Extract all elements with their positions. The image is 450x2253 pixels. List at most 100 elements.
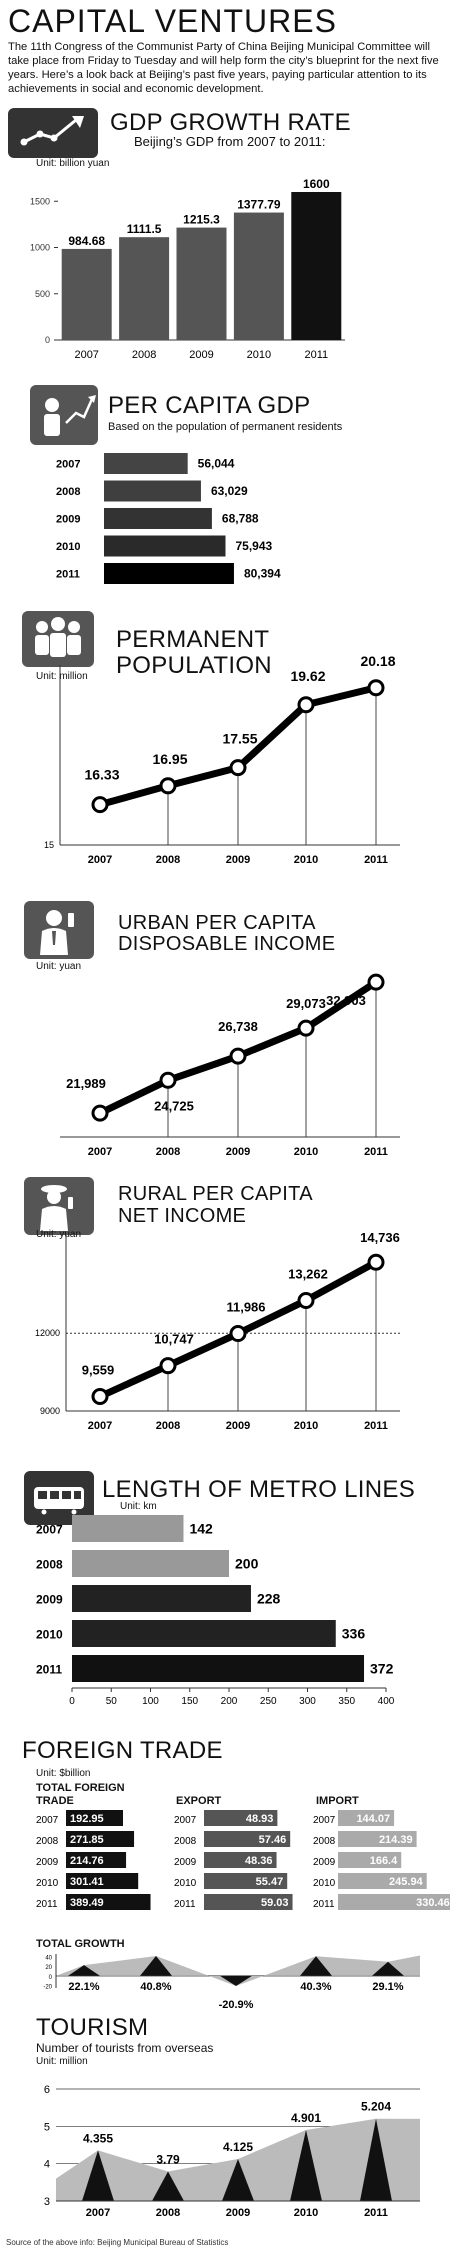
tourism-chart: 3 4 5 6 4.355 2007 3.79 2008 4.125 2009 4.901 2010 5… <box>44 2084 420 2219</box>
trade-import-value: 214.39 <box>379 1834 413 1846</box>
percap-year-label: 2008 <box>56 486 80 498</box>
c-urban-point <box>367 973 385 991</box>
gdp-chart: 0 500 1000 1500 984.68 2007 1111.5 2008 1215.3 20… <box>30 177 345 361</box>
gdp-xtick: 2009 <box>189 349 213 361</box>
trade-total-value: 301.41 <box>70 1876 104 1888</box>
trade-total-value: 271.85 <box>70 1834 104 1846</box>
c-rural-xtick: 2007 <box>88 1420 112 1432</box>
metro-bar <box>72 1620 336 1647</box>
percap-bar <box>104 535 226 557</box>
trade-import-value: 144.07 <box>356 1813 390 1825</box>
urban-income-unit: Unit: yuan <box>36 961 82 972</box>
rural-income-title: RURAL PER CAPITA NET INCOME <box>118 1183 312 1227</box>
growth-peak <box>300 1956 332 1976</box>
population-title: PERMANENT POPULATION <box>116 626 272 679</box>
trade-import-value: 330.46 <box>416 1897 450 1909</box>
trade-export-bar <box>204 1873 288 1889</box>
percap-bar <box>104 563 234 584</box>
c-rural-point <box>159 1357 177 1375</box>
c-rural-ytick: 9000 <box>40 1406 60 1416</box>
trade-import-bar <box>338 1831 417 1847</box>
tourism-xtick: 2008 <box>156 2207 180 2219</box>
tourism-peak <box>360 2118 392 2201</box>
tourism-value-label: 4.355 <box>83 2131 113 2145</box>
trade-year-label: 2007 <box>174 1815 197 1826</box>
growth-value-label: 29.1% <box>372 1981 403 1993</box>
c-rural-point <box>367 1253 385 1271</box>
gdp-xtick: 2010 <box>247 349 271 361</box>
population-chart: 15 16.33 2007 16.95 2008 17.55 2009 19.62 2010 20… <box>44 653 400 866</box>
metro-bar <box>72 1655 365 1682</box>
trade-year-label: 2009 <box>174 1857 197 1868</box>
c-pop-value-label: 16.95 <box>152 751 187 767</box>
metro-year-label: 2011 <box>36 1663 62 1677</box>
tourism-value-label: 5.204 <box>361 2100 391 2114</box>
gdp-ytick: 1000 <box>30 243 50 253</box>
growth-peak <box>68 1965 100 1976</box>
trade-total-bar <box>66 1873 139 1889</box>
trade-unit: Unit: $billion <box>36 1768 91 1779</box>
trade-year-label: 2011 <box>313 1899 335 1910</box>
c-rural-xtick: 2008 <box>156 1420 180 1432</box>
growth-area <box>56 1955 420 1987</box>
percap-year-label: 2009 <box>56 514 80 526</box>
percap-year-label: 2010 <box>56 541 80 553</box>
trade-year-label: 2011 <box>174 1899 196 1910</box>
metro-xtick: 50 <box>106 1696 118 1707</box>
tourism-xtick: 2007 <box>86 2207 110 2219</box>
tourism-xtick: 2009 <box>226 2207 250 2219</box>
c-rural-value-label: 9,559 <box>82 1363 115 1378</box>
c-pop-xtick: 2007 <box>88 854 112 866</box>
trade-table: 2007 192.95 2007 48.93 2007 144.07 2008 271.85 2… <box>36 1810 450 1910</box>
c-pop-point <box>297 696 315 714</box>
foreign-trade-section: FOREIGN TRADE Unit: $billion TOTAL FOREI… <box>0 1738 450 1938</box>
trade-year-label: 2010 <box>36 1878 59 1889</box>
c-urban-xtick: 2008 <box>156 1146 180 1158</box>
tourism-title: TOURISM <box>36 2014 149 2041</box>
c-urban-point <box>297 1019 315 1037</box>
metro-value-label: 228 <box>257 1591 281 1607</box>
trade-year-label: 2011 <box>36 1899 58 1910</box>
c-rural-xtick: 2009 <box>226 1420 250 1432</box>
c-pop-xtick: 2009 <box>226 854 250 866</box>
trade-import-bar <box>338 1852 402 1868</box>
growth-ytick: 40 <box>45 1955 52 1961</box>
gdp-value-label: 984.68 <box>68 234 105 248</box>
trade-export-header: EXPORT <box>176 1795 222 1807</box>
percap-section: PER CAPITA GDP Based on the population o… <box>0 385 450 595</box>
metro-title: LENGTH OF METRO LINES <box>102 1476 416 1503</box>
c-urban-value-label: 24,725 <box>154 1098 194 1113</box>
percap-value-label: 63,029 <box>211 484 248 498</box>
trade-import-bar <box>338 1810 395 1826</box>
percap-value-label: 68,788 <box>222 512 259 526</box>
tourism-xtick: 2010 <box>294 2207 318 2219</box>
tourism-ytick: 5 <box>44 2121 50 2133</box>
tourism-value-label: 3.79 <box>156 2153 180 2167</box>
trade-year-label: 2009 <box>36 1857 59 1868</box>
growth-peak <box>220 1975 252 1987</box>
people-group-icon <box>22 611 94 667</box>
c-urban-point <box>159 1071 177 1089</box>
trade-total-value: 214.76 <box>70 1855 104 1867</box>
c-pop-point <box>229 759 247 777</box>
trade-total-value: 389.49 <box>70 1897 104 1909</box>
metro-value-label: 142 <box>189 1521 213 1537</box>
c-urban-xtick: 2010 <box>294 1146 318 1158</box>
trade-export-value: 55.47 <box>256 1876 284 1888</box>
gdp-bar <box>233 212 284 340</box>
population-unit: Unit: million <box>36 671 88 682</box>
tourism-section: TOURISM Number of tourists from overseas… <box>0 2015 450 2240</box>
gdp-value-label: 1111.5 <box>127 222 162 236</box>
c-rural-xtick: 2011 <box>364 1420 388 1432</box>
trade-total-bar <box>66 1831 135 1847</box>
trade-import-header: IMPORT <box>316 1795 359 1807</box>
trade-import-bar <box>338 1894 450 1910</box>
metro-bar <box>72 1515 184 1542</box>
tourism-ytick: 3 <box>44 2196 50 2208</box>
c-urban-value-label: 32,903 <box>326 993 366 1008</box>
growth-peak <box>372 1961 404 1976</box>
percap-bar <box>104 453 188 474</box>
c-pop-point <box>367 679 385 697</box>
metro-year-label: 2010 <box>36 1628 63 1642</box>
